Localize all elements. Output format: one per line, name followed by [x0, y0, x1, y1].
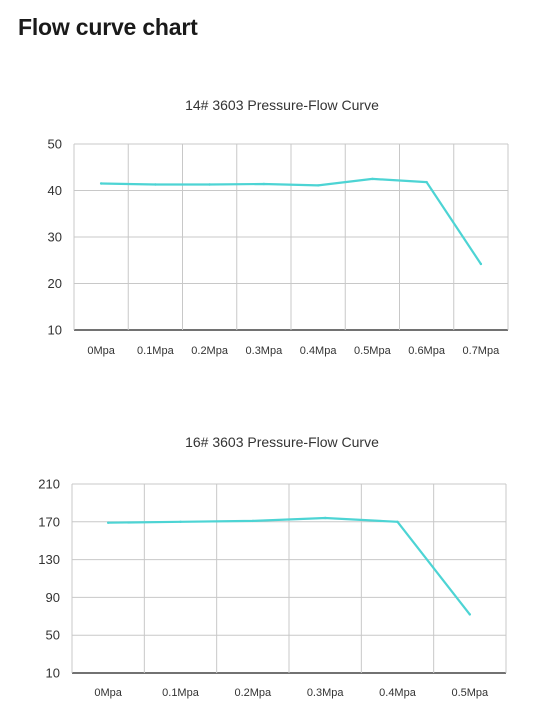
- pressure-flow-chart-16: 16# 3603 Pressure-Flow Curve 10 50 90 130 170…: [38, 434, 507, 699]
- data-point: [99, 182, 103, 185]
- x-tick-label: 0.4Mpa: [379, 687, 417, 699]
- data-point: [251, 519, 254, 523]
- chart-title: 16# 3603 Pressure-Flow Curve: [185, 434, 379, 450]
- data-point: [107, 521, 110, 524]
- x-tick-label: 0.4Mpa: [300, 345, 338, 357]
- data-point: [208, 183, 211, 186]
- data-point: [316, 184, 320, 187]
- y-tick-label: 50: [48, 137, 62, 152]
- x-tick-label: 0.5Mpa: [354, 345, 392, 357]
- x-tick-label: 0.2Mpa: [191, 345, 229, 357]
- x-tick-label: 0.3Mpa: [307, 687, 345, 699]
- pressure-flow-chart-14: 14# 3603 Pressure-Flow Curve 10 20 30 40 50 0M…: [48, 97, 509, 357]
- chart-title: 14# 3603 Pressure-Flow Curve: [185, 97, 379, 113]
- data-point: [371, 177, 374, 181]
- data-point: [425, 180, 428, 184]
- x-tick-label: 0.7Mpa: [463, 345, 501, 357]
- page-heading: Flow curve chart: [18, 14, 198, 40]
- y-tick-label: 30: [48, 230, 62, 245]
- x-tick-label: 0.1Mpa: [162, 687, 200, 699]
- y-tick-label: 40: [48, 183, 62, 198]
- y-tick-label: 50: [46, 628, 60, 643]
- series-line: [99, 177, 482, 266]
- data-point: [179, 520, 182, 523]
- data-point: [468, 613, 471, 616]
- y-tick-label: 210: [38, 477, 60, 492]
- x-tick-label: 0Mpa: [94, 687, 122, 699]
- data-point: [479, 262, 483, 266]
- x-tick-label: 0.3Mpa: [246, 345, 284, 357]
- series-line: [107, 516, 471, 616]
- y-tick-label: 130: [38, 552, 60, 567]
- x-tick-label: 0.1Mpa: [137, 345, 175, 357]
- y-tick-label: 10: [46, 666, 60, 681]
- y-tick-label: 20: [48, 276, 62, 291]
- x-tick-label: 0Mpa: [87, 345, 115, 357]
- data-point: [262, 182, 266, 186]
- y-tick-label: 170: [38, 514, 60, 529]
- x-tick-label: 0.2Mpa: [234, 687, 272, 699]
- data-point: [396, 520, 399, 523]
- data-point: [154, 183, 157, 186]
- y-tick-label: 10: [48, 323, 62, 338]
- data-point: [324, 516, 327, 520]
- x-tick-label: 0.6Mpa: [408, 345, 446, 357]
- x-tick-label: 0.5Mpa: [451, 687, 489, 699]
- y-tick-label: 90: [46, 590, 60, 605]
